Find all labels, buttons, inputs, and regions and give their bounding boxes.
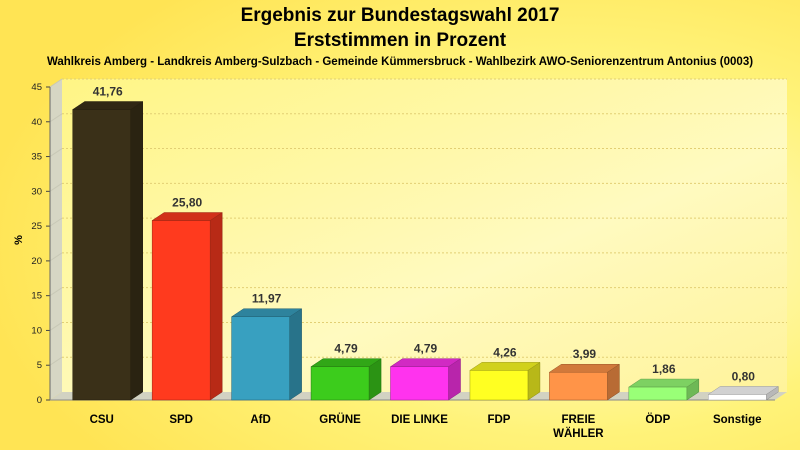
y-tick-label: 15: [31, 291, 42, 302]
x-tick-label: ÖDP: [645, 413, 670, 426]
x-tick-label: SPD: [169, 414, 193, 426]
bar-side: [209, 212, 223, 401]
y-tick-label: 35: [31, 152, 42, 163]
grid-line-side: [49, 182, 63, 192]
bar-top: [469, 362, 541, 371]
chart-subtitle: Wahlkreis Amberg - Landkreis Amberg-Sulz…: [47, 56, 753, 68]
y-tick-label: 10: [31, 325, 42, 336]
bar-top: [310, 358, 382, 367]
y-tick-label: 20: [31, 256, 42, 267]
bar: [151, 220, 211, 401]
bar-top: [230, 308, 303, 317]
bar: [469, 370, 529, 401]
x-tick-label: FDP: [487, 414, 510, 426]
bar: [310, 366, 370, 401]
bar-top: [71, 101, 144, 110]
bar: [628, 386, 688, 401]
grid-line-side: [49, 113, 63, 123]
grid-line-side: [49, 287, 63, 297]
grid-line-side: [49, 78, 63, 88]
plot-side-wall: [50, 79, 62, 400]
grid-line-side: [49, 356, 63, 366]
data-label: 25,80: [172, 196, 202, 210]
x-tick-label: Sonstige: [713, 414, 762, 426]
bar-top: [548, 363, 621, 373]
x-tick-label: CSU: [90, 414, 114, 426]
x-tick-label: WÄHLER: [553, 427, 604, 440]
y-tick-label: 30: [31, 186, 42, 197]
bar-side: [289, 308, 302, 401]
data-label: 4,79: [334, 342, 358, 356]
chart-title-line-2: Erststimmen in Prozent: [294, 30, 507, 51]
bar-top: [628, 378, 700, 388]
y-tick-label: 40: [31, 117, 42, 128]
x-tick-label: FREIE: [561, 414, 595, 426]
bar: [708, 394, 767, 401]
chart-title-line-1: Ergebnis zur Bundestagswahl 2017: [241, 5, 560, 26]
y-tick-label: 45: [31, 82, 42, 93]
data-label: 41,76: [93, 85, 123, 99]
y-tick-label: 25: [31, 221, 42, 232]
grid-line-side: [49, 252, 63, 262]
y-axis-title: %: [13, 235, 25, 245]
data-label: 1,86: [652, 362, 676, 376]
bar: [390, 366, 449, 401]
plot-area: 0 5 10 15 20 25 30 35 40 45 41,76 CSU 25,80 SPD 11,97 A…: [31, 78, 787, 440]
bar: [549, 371, 608, 401]
data-label: 0,80: [732, 369, 756, 383]
y-tick-label: 5: [37, 360, 42, 371]
data-label: 4,26: [493, 345, 517, 359]
y-tick-label: 0: [37, 395, 42, 406]
bar-top: [151, 212, 223, 221]
grid-line-side: [49, 322, 63, 331]
bar-top: [707, 386, 780, 395]
x-tick-label: GRÜNE: [319, 413, 361, 426]
bar-top: [389, 358, 462, 367]
x-tick-label: DIE LINKE: [391, 414, 448, 426]
grid-line-side: [49, 217, 63, 227]
data-label: 3,99: [573, 347, 597, 361]
bar-side: [130, 101, 143, 401]
x-tick-label: AfD: [250, 414, 270, 426]
bar: [72, 109, 131, 401]
bar: [231, 316, 290, 401]
data-label: 4,79: [414, 342, 438, 356]
data-label: 11,97: [252, 292, 282, 306]
grid-line-side: [49, 148, 63, 157]
